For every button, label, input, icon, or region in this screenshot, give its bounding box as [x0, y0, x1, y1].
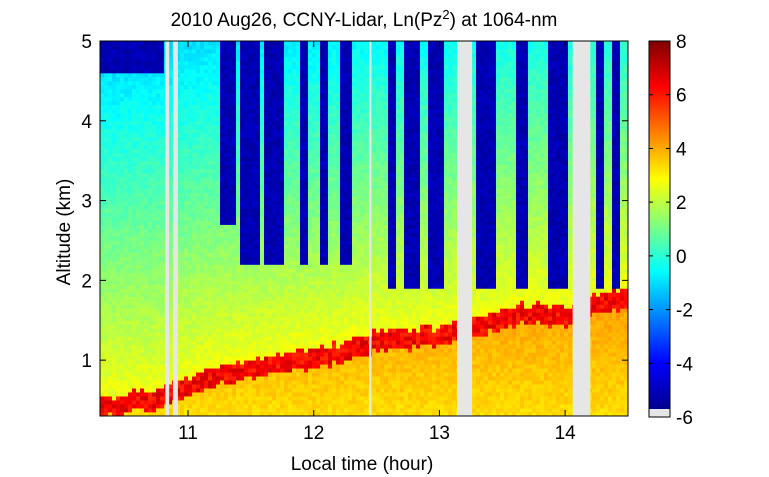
colorbar-tick-label: 2	[676, 193, 687, 214]
colorbar-tick-label: -2	[676, 301, 693, 322]
y-axis-label: Altitude (km)	[54, 179, 75, 286]
x-tick-label: 14	[555, 423, 577, 444]
data-gap-1	[172, 41, 178, 416]
colorbar-tick-label: -6	[676, 408, 693, 429]
colorbar-tick-label: 8	[676, 32, 687, 53]
x-axis-label: Local time (hour)	[291, 454, 434, 475]
y-tick-label: 5	[81, 32, 92, 53]
y-tick-label: 2	[81, 271, 92, 292]
colorbar-frame	[648, 40, 671, 418]
colorbar-tick-label: -4	[676, 354, 693, 375]
data-gaps	[165, 41, 591, 416]
colorbar-tick-label: 4	[676, 139, 687, 160]
colorbar-ticks: -6 -4 -2 0 2 4 6 8	[649, 32, 693, 429]
data-gap-2	[369, 41, 372, 416]
chart-title: 2010 Aug26, CCNY-Lidar, Ln(Pz2) at 1064-…	[171, 7, 558, 31]
colorbar	[649, 41, 670, 409]
heatmap-image	[100, 41, 628, 416]
x-tick-label: 13	[429, 423, 450, 444]
x-tick-label: 12	[303, 423, 324, 444]
data-gap-0	[165, 41, 170, 416]
y-tick-label: 3	[81, 192, 92, 213]
colorbar-tick-label: 6	[676, 86, 687, 107]
y-axis-ticks: 1 2 3 4 5	[81, 32, 628, 372]
x-axis-ticks: 11 12 13 14	[178, 41, 576, 444]
y-tick-label: 1	[81, 351, 92, 372]
colorbar-tick-label: 0	[676, 247, 687, 268]
colorbar-missing-patch	[649, 409, 670, 417]
y-tick-label: 4	[81, 112, 92, 133]
plot-frame	[99, 40, 629, 417]
data-gap-4	[572, 41, 591, 416]
data-gap-3	[457, 41, 473, 416]
x-tick-label: 11	[178, 423, 198, 444]
